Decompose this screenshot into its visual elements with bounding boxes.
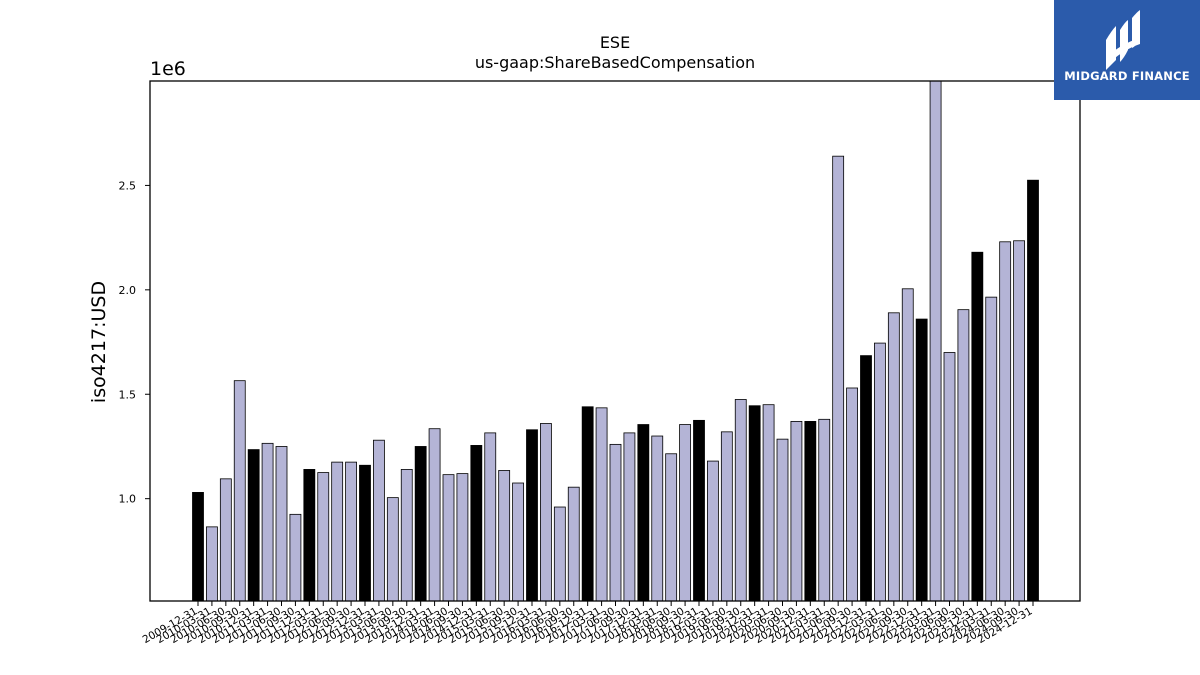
bar-2011-09-30 — [289, 513, 302, 602]
bar-2010-06-30 — [219, 478, 232, 602]
bar-2024-03-31 — [985, 296, 998, 602]
bar-2010-12-31 — [247, 449, 260, 602]
y-tick-label: 1.0 — [119, 493, 137, 506]
bar-2020-12-31 — [804, 420, 817, 602]
bar-2022-12-31 — [915, 318, 928, 602]
bar-2023-12-31 — [971, 251, 984, 602]
y-axis-label: iso4217:USD — [88, 281, 110, 403]
bar-2023-06-30 — [943, 352, 956, 602]
bar-2013-09-30 — [400, 469, 413, 602]
bar-2011-12-31 — [303, 469, 316, 602]
y-axis: 1.0 1.5 2.0 2.5 — [119, 179, 150, 506]
bar-2023-09-30 — [957, 309, 970, 602]
y-tick-label: 2.5 — [119, 179, 137, 192]
bar-2024-12-31 — [1027, 179, 1039, 602]
bar-2020-06-30 — [776, 438, 789, 602]
bar-2015-09-30 — [512, 482, 524, 602]
bar-2015-12-31 — [526, 429, 538, 602]
bar-2014-03-31 — [428, 428, 441, 602]
bar-2022-06-30 — [887, 312, 900, 602]
bar-2016-06-30 — [553, 506, 566, 602]
bar-2021-09-30 — [846, 387, 858, 602]
bar-2024-09-30 — [1013, 240, 1025, 602]
bar-2017-09-30 — [623, 432, 636, 602]
bar-2017-06-30 — [609, 443, 622, 602]
bar-2014-12-31 — [470, 445, 483, 602]
bar-2018-06-30 — [665, 453, 678, 602]
bar-2013-03-31 — [373, 439, 385, 602]
bar-2012-09-30 — [345, 461, 357, 602]
bar-2019-03-31 — [707, 460, 719, 602]
bar-2014-06-30 — [442, 474, 455, 602]
bar-2011-03-31 — [261, 442, 274, 602]
bar-2017-03-31 — [595, 407, 608, 602]
bar-2016-09-30 — [567, 486, 580, 602]
bar-2021-06-30 — [832, 155, 845, 602]
midgard-logo: MIDGARD FINANCE — [1054, 0, 1200, 100]
bar-2016-12-31 — [581, 406, 594, 602]
bar-2019-09-30 — [734, 399, 747, 602]
bar-2010-09-30 — [233, 380, 246, 602]
bar-2018-03-31 — [651, 435, 664, 602]
x-axis: 2009-12-312010-03-312010-06-302010-09-30… — [141, 601, 1035, 646]
bar-2021-03-31 — [818, 418, 831, 602]
bar-2023-03-31 — [929, 80, 942, 602]
bar-2012-06-30 — [331, 461, 344, 602]
bar-2013-12-31 — [414, 446, 427, 602]
bar-2015-03-31 — [484, 432, 497, 602]
plot-frame — [149, 80, 1081, 602]
bar-2009-12-31 — [192, 492, 204, 602]
midgard-logo-icon — [1106, 10, 1140, 70]
bar-2022-09-30 — [901, 288, 914, 602]
bar-2010-03-31 — [206, 526, 218, 602]
bar-2021-12-31 — [860, 355, 872, 602]
y-axis-multiplier: 1e6 — [150, 58, 186, 80]
bar-2011-06-30 — [275, 446, 288, 602]
logo-text: MIDGARD FINANCE — [1064, 69, 1190, 83]
chart-title: ESE — [600, 33, 630, 52]
bar-2019-12-31 — [748, 405, 761, 602]
bar-2020-09-30 — [790, 420, 803, 602]
bar-2022-03-31 — [874, 342, 886, 602]
bar-2012-12-31 — [359, 464, 371, 602]
y-tick-label: 1.5 — [119, 388, 137, 401]
bar-2014-09-30 — [456, 473, 469, 602]
bar-2015-06-30 — [498, 470, 511, 602]
bar-2017-12-31 — [637, 424, 650, 602]
bar-2013-06-30 — [386, 497, 399, 602]
bar-2012-03-31 — [317, 472, 330, 602]
bar-2024-06-30 — [999, 241, 1012, 602]
bar-2019-06-30 — [720, 431, 733, 602]
bar-2016-03-31 — [540, 423, 552, 602]
chart-subtitle: us-gaap:ShareBasedCompensation — [475, 53, 755, 72]
bar-2018-12-31 — [693, 419, 705, 602]
bar-2018-09-30 — [679, 424, 691, 602]
bars-group — [192, 80, 1039, 602]
y-tick-label: 2.0 — [119, 284, 137, 297]
bar-2020-03-31 — [762, 404, 775, 602]
